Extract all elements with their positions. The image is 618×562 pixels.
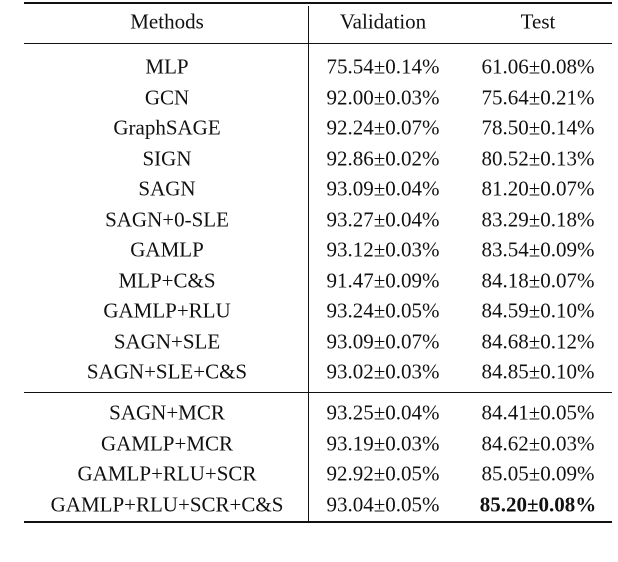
value-cell: 92.24±0.07% (326, 115, 440, 140)
value-cell: 92.00±0.03% (326, 85, 440, 109)
value-cell: 93.02±0.03% (326, 359, 440, 384)
value-cell: 83.29±0.18% (481, 207, 595, 231)
value-cell: 78.50±0.14% (481, 115, 595, 140)
value-cell: 93.09±0.07% (326, 329, 440, 353)
value-cell: 80.52±0.13% (481, 146, 595, 170)
value-cell: 84.62±0.03% (481, 431, 595, 455)
header-cell: Test (520, 9, 556, 34)
method-cell: SAGN+SLE+C&S (86, 359, 248, 384)
value-cell: 85.05±0.09% (481, 461, 595, 486)
method-cell: GAMLP+RLU+SCR (77, 461, 257, 486)
header-rule (24, 43, 612, 44)
value-cell: 75.64±0.21% (481, 85, 595, 109)
header-cell: Methods (130, 9, 204, 34)
bottom-rule (24, 521, 612, 523)
header-cell: Validation (339, 9, 427, 34)
value-cell: 84.41±0.05% (481, 400, 595, 425)
method-cell: GAMLP (130, 237, 204, 262)
value-cell: 93.24±0.05% (326, 298, 440, 323)
value-cell: 84.59±0.10% (481, 298, 595, 323)
method-cell: GCN (144, 85, 190, 109)
value-cell: 91.47±0.09% (326, 268, 440, 292)
value-cell: 93.25±0.04% (326, 400, 440, 425)
value-cell: 84.85±0.10% (481, 359, 595, 384)
value-cell: 84.18±0.07% (481, 268, 595, 292)
method-cell: SAGN (138, 176, 196, 201)
top-rule (24, 2, 612, 4)
value-cell: 93.09±0.04% (326, 176, 440, 201)
value-cell: 93.19±0.03% (326, 431, 440, 455)
method-cell: MLP (145, 54, 189, 79)
value-cell: 84.68±0.12% (481, 329, 595, 353)
value-cell: 93.04±0.05% (326, 492, 440, 516)
value-cell: 92.86±0.02% (326, 146, 440, 170)
value-cell: 85.20±0.08% (479, 492, 597, 516)
method-cell: MLP+C&S (118, 268, 216, 292)
value-cell: 93.27±0.04% (326, 207, 440, 231)
method-cell: SIGN (142, 146, 192, 170)
method-cell: GAMLP+MCR (100, 431, 234, 455)
value-cell: 61.06±0.08% (481, 54, 595, 79)
value-cell: 83.54±0.09% (481, 237, 595, 262)
group-rule (24, 392, 612, 393)
value-cell: 81.20±0.07% (481, 176, 595, 201)
column-divider (308, 6, 310, 521)
value-cell: 92.92±0.05% (326, 461, 440, 486)
method-cell: SAGN+SLE (113, 329, 221, 353)
method-cell: SAGN+MCR (109, 400, 225, 425)
method-cell: GAMLP+RLU (103, 298, 231, 323)
value-cell: 75.54±0.14% (326, 54, 440, 79)
method-cell: GraphSAGE (113, 115, 221, 140)
method-cell: GAMLP+RLU+SCR+C&S (50, 492, 284, 516)
value-cell: 93.12±0.03% (326, 237, 440, 262)
method-cell: SAGN+0-SLE (105, 207, 229, 231)
